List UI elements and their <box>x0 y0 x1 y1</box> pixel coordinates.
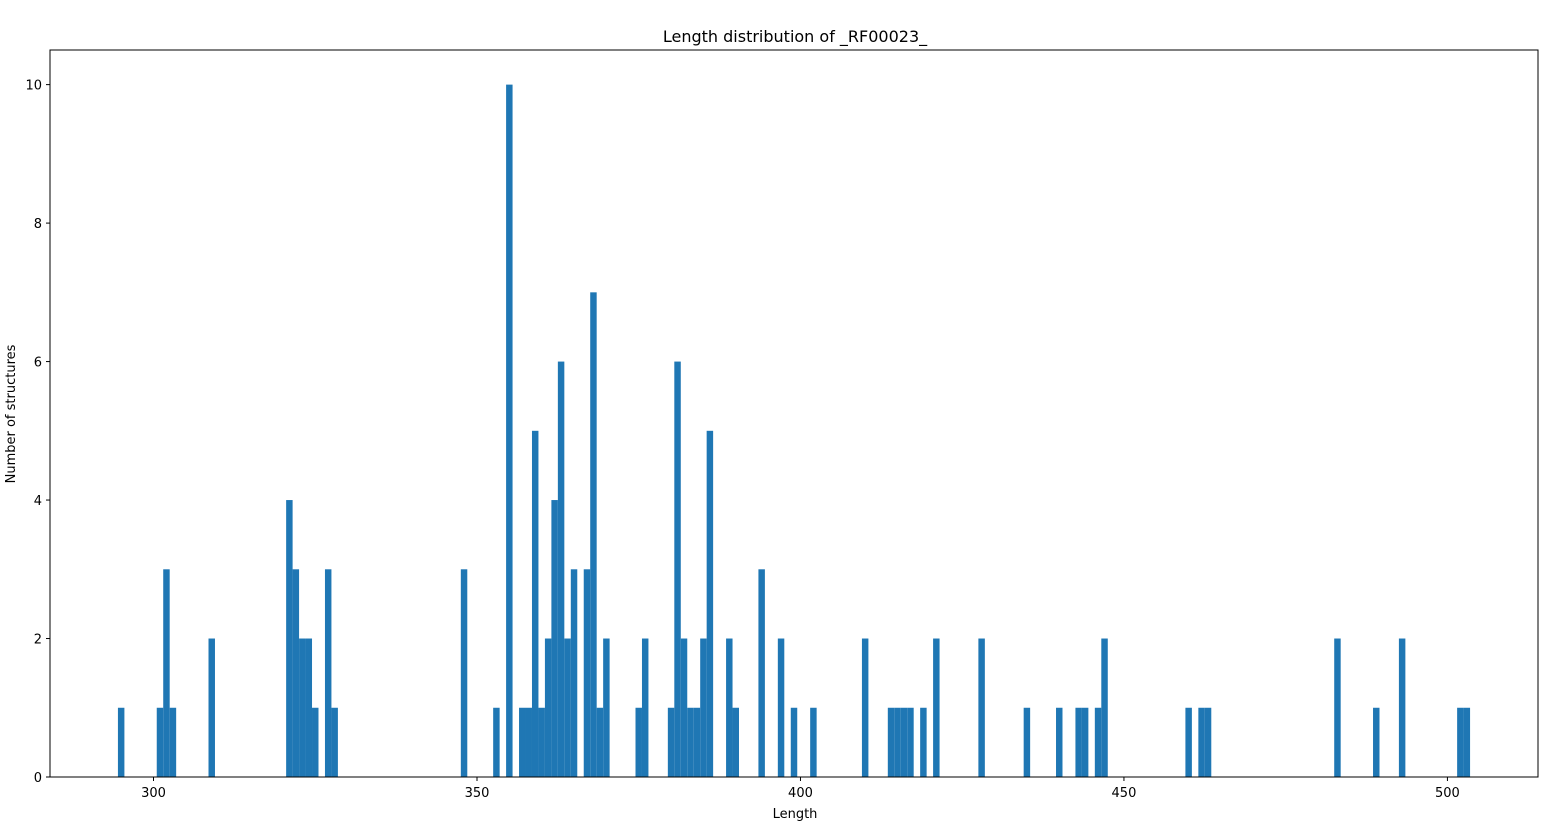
histogram-bar <box>292 569 300 777</box>
histogram-bar <box>635 707 642 777</box>
histogram-bar <box>1094 707 1102 777</box>
histogram-bar <box>758 569 765 777</box>
histogram-bar <box>680 638 688 777</box>
histogram-bar <box>506 84 513 778</box>
y-axis-label: Number of structures <box>4 344 19 483</box>
histogram-bar <box>907 707 914 777</box>
histogram-bar <box>641 638 649 777</box>
histogram-bar <box>583 569 591 777</box>
chart-title: Length distribution of _RF00023_ <box>663 27 928 47</box>
histogram-bar <box>603 638 610 777</box>
histogram-bar <box>900 707 908 777</box>
histogram-bar <box>324 569 332 777</box>
y-tick-label: 4 <box>34 494 42 509</box>
y-tick-label: 8 <box>34 217 42 232</box>
histogram-bar <box>1101 638 1108 777</box>
histogram-bar <box>887 707 895 777</box>
histogram-bar <box>920 707 927 777</box>
histogram-bar <box>1081 707 1089 777</box>
histogram-bar <box>687 707 694 777</box>
x-axis-label: Length <box>773 807 818 822</box>
histogram-bar <box>1198 707 1205 777</box>
histogram-bar <box>1463 707 1471 777</box>
histogram-bar <box>674 361 681 777</box>
x-tick-label: 400 <box>788 786 813 801</box>
histogram-bar <box>1457 707 1464 777</box>
histogram-bar <box>460 569 468 777</box>
y-tick-label: 2 <box>34 633 42 648</box>
histogram-bar <box>544 638 552 777</box>
histogram-bar <box>1185 707 1192 777</box>
x-tick-label: 500 <box>1435 786 1460 801</box>
histogram-bar <box>299 638 306 777</box>
histogram-bar <box>596 707 604 777</box>
histogram-bar <box>1056 707 1063 777</box>
histogram-bar <box>525 707 532 777</box>
histogram-bar <box>1373 707 1380 777</box>
histogram-bar <box>331 707 338 777</box>
histogram-bar <box>1204 707 1212 777</box>
histogram-bar <box>208 638 215 777</box>
histogram-bar <box>286 500 293 777</box>
histogram-bar <box>810 707 817 777</box>
x-axis-ticks: 300 350 400 450 500 <box>141 777 1460 801</box>
histogram-bar <box>777 638 785 777</box>
histogram-bar <box>570 569 578 777</box>
y-tick-label: 0 <box>34 771 42 786</box>
histogram-bar <box>1023 707 1031 777</box>
histogram-bar <box>894 707 901 777</box>
histogram-bar <box>1075 707 1082 777</box>
histogram-bar <box>551 500 558 777</box>
histogram-bar <box>169 707 177 777</box>
histogram-bar <box>519 707 526 777</box>
histogram-bar <box>933 638 940 777</box>
histogram-bar <box>564 638 571 777</box>
histogram-bar <box>861 638 869 777</box>
y-axis-ticks: 0 2 4 6 8 10 <box>25 79 50 786</box>
y-tick-label: 6 <box>34 356 42 371</box>
histogram-bar <box>732 707 740 777</box>
bars-group <box>117 84 1471 778</box>
x-tick-label: 300 <box>141 786 166 801</box>
histogram-bar <box>531 430 539 777</box>
histogram-bar <box>117 707 125 777</box>
histogram-bar <box>305 638 313 777</box>
x-tick-label: 450 <box>1112 786 1137 801</box>
histogram-bar <box>163 569 170 777</box>
histogram-bar <box>1334 638 1341 777</box>
histogram-bar <box>590 292 597 777</box>
y-tick-label: 10 <box>25 79 42 94</box>
histogram-bar <box>790 707 798 777</box>
histogram-bar <box>557 361 565 777</box>
histogram-bar <box>667 707 675 777</box>
histogram-bar <box>706 430 714 777</box>
histogram-bar <box>693 707 701 777</box>
x-tick-label: 350 <box>465 786 490 801</box>
histogram-bar <box>493 707 500 777</box>
histogram-bar <box>1398 638 1406 777</box>
histogram-bar <box>978 638 985 777</box>
plot-frame <box>49 49 1539 778</box>
histogram-bar <box>538 707 545 777</box>
histogram-bar <box>156 707 164 777</box>
histogram-bar <box>700 638 707 777</box>
histogram-bar <box>312 707 319 777</box>
histogram-bar <box>726 638 733 777</box>
